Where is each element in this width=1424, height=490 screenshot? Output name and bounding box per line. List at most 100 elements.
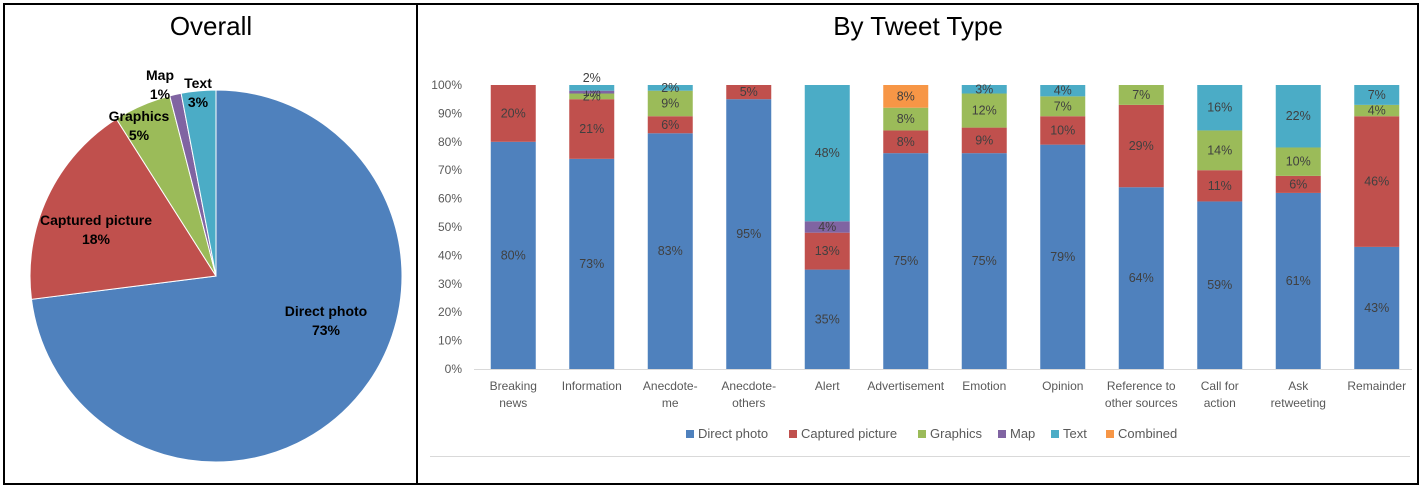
- bar-segment-captured-picture: [1197, 170, 1243, 202]
- bar-segment-direct-photo: [883, 153, 929, 369]
- bar-segment-graphics: [961, 93, 1007, 128]
- bar-data-label: 75%: [893, 254, 918, 268]
- x-tick-label: Information: [562, 379, 622, 393]
- bar-data-label: 29%: [1129, 139, 1154, 153]
- pie-category-label: Direct photo: [285, 303, 367, 319]
- bar-segment-direct-photo: [1040, 144, 1086, 369]
- x-tick-label: retweeting: [1271, 396, 1326, 410]
- bar-data-label: 80%: [501, 248, 526, 262]
- bar-data-label: 21%: [579, 122, 604, 136]
- bar-data-label: 4%: [1054, 84, 1072, 98]
- bar-data-label: 8%: [897, 112, 915, 126]
- legend-label: Map: [1010, 426, 1035, 441]
- x-tick-label: Opinion: [1042, 379, 1083, 393]
- x-tick-label: Advertisement: [867, 379, 944, 393]
- bar-data-label: 2%: [583, 71, 601, 85]
- bar-segment-graphics: [1118, 85, 1164, 105]
- x-tick-label: me: [662, 396, 679, 410]
- legend-label: Graphics: [930, 426, 983, 441]
- bar-segment-direct-photo: [569, 158, 615, 369]
- bar-segment-graphics: [883, 107, 929, 131]
- bar-data-label: 83%: [658, 244, 683, 258]
- bar-data-label: 4%: [818, 220, 836, 234]
- bar-segment-captured-picture: [1275, 175, 1321, 193]
- bar-segment-graphics: [1040, 96, 1086, 117]
- bar-segment-direct-photo: [490, 141, 536, 369]
- bar-data-label: 14%: [1207, 143, 1232, 157]
- bar-segment-graphics: [1354, 104, 1400, 117]
- bar-data-label: 46%: [1364, 175, 1389, 189]
- bar-segment-text: [569, 85, 615, 91]
- y-tick-label: 50%: [438, 220, 462, 234]
- bar-data-label: 2%: [661, 81, 679, 95]
- pie-data-label: 3%: [188, 94, 209, 110]
- bar-segment-captured-picture: [726, 85, 772, 100]
- y-tick-label: 10%: [438, 334, 462, 348]
- panel-divider: [416, 3, 418, 485]
- bar-segment-graphics: [569, 93, 615, 100]
- bar-data-label: 5%: [740, 85, 758, 99]
- legend-label: Combined: [1118, 426, 1177, 441]
- bar-segment-text: [1197, 85, 1243, 131]
- bar-data-label: 64%: [1129, 271, 1154, 285]
- bar-data-label: 7%: [1054, 99, 1072, 113]
- legend-swatch: [686, 430, 694, 438]
- x-tick-label: Anecdote-: [643, 379, 698, 393]
- bar-data-label: 48%: [815, 146, 840, 160]
- y-tick-label: 40%: [438, 248, 462, 262]
- legend-label: Text: [1063, 426, 1087, 441]
- bar-segment-map: [804, 221, 850, 233]
- bar-segment-direct-photo: [726, 99, 772, 369]
- x-tick-label: news: [499, 396, 527, 410]
- x-tick-label: Alert: [815, 379, 840, 393]
- bar-data-label: 8%: [897, 89, 915, 103]
- y-tick-label: 70%: [438, 163, 462, 177]
- bar-data-label: 8%: [897, 135, 915, 149]
- y-tick-label: 20%: [438, 305, 462, 319]
- bar-segment-graphics: [647, 90, 693, 117]
- bar-data-label: 43%: [1364, 301, 1389, 315]
- bar-segment-captured-picture: [647, 116, 693, 134]
- pie-data-label: 1%: [150, 86, 171, 102]
- pie-chart-title: Overall: [169, 11, 253, 41]
- bar-data-label: 75%: [972, 254, 997, 268]
- bar-data-label: 35%: [815, 312, 840, 326]
- bar-data-label: 59%: [1207, 278, 1232, 292]
- bar-segment-captured-picture: [1354, 116, 1400, 247]
- bar-data-label: 6%: [661, 118, 679, 132]
- bar-data-label: 20%: [501, 106, 526, 120]
- pie-slice-text: [180, 89, 217, 277]
- x-tick-label: Remainder: [1347, 379, 1406, 393]
- bar-data-label: 11%: [1208, 179, 1232, 193]
- bar-segment-graphics: [1275, 147, 1321, 176]
- bar-data-label: 4%: [1368, 104, 1386, 118]
- bar-segment-captured-picture: [1040, 116, 1086, 145]
- legend-swatch: [1106, 430, 1114, 438]
- x-tick-label: Breaking: [490, 379, 537, 393]
- bar-segment-text: [1275, 85, 1321, 148]
- x-tick-label: Emotion: [962, 379, 1006, 393]
- bar-data-label: 10%: [1050, 123, 1075, 137]
- bar-segment-map: [569, 90, 615, 94]
- y-tick-label: 90%: [438, 106, 462, 120]
- x-tick-label: Reference to: [1107, 379, 1176, 393]
- pie-slice-direct-photo: [30, 89, 403, 463]
- legend-swatch: [998, 430, 1006, 438]
- bar-data-label: 9%: [661, 96, 679, 110]
- y-tick-label: 60%: [438, 192, 462, 206]
- bar-data-label: 6%: [1289, 177, 1307, 191]
- legend-label: Captured picture: [801, 426, 897, 441]
- bar-data-label: 13%: [815, 244, 840, 258]
- bar-segment-graphics: [1197, 130, 1243, 171]
- bar-data-label: 10%: [1286, 155, 1311, 169]
- bar-segment-text: [1354, 85, 1400, 105]
- bar-chart-title: By Tweet Type: [833, 11, 1003, 41]
- bar-data-label: 7%: [1132, 88, 1150, 102]
- pie-category-label: Captured picture: [40, 212, 152, 228]
- y-tick-label: 0%: [445, 362, 463, 376]
- legend-swatch: [918, 430, 926, 438]
- x-tick-label: Call for: [1201, 379, 1239, 393]
- bar-data-label: 22%: [1286, 109, 1311, 123]
- bar-segment-direct-photo: [1118, 187, 1164, 369]
